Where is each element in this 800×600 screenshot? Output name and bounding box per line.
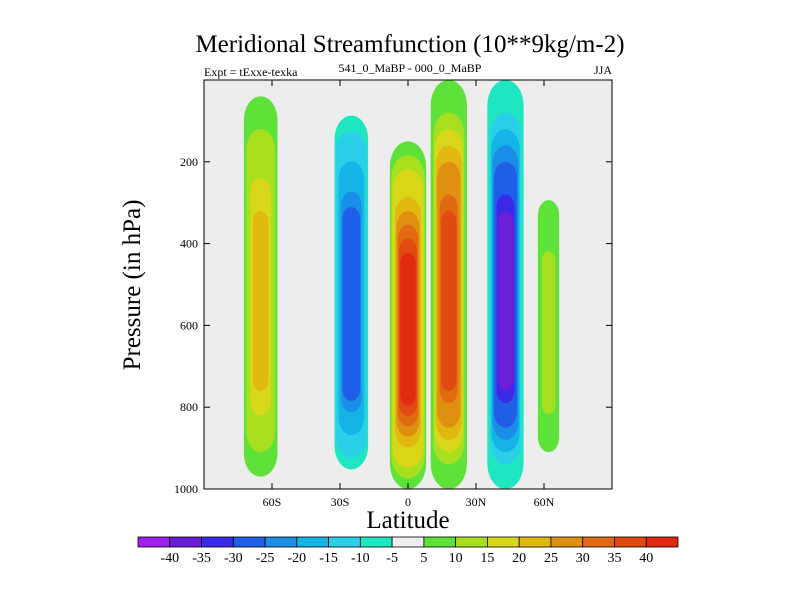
cell-southern-mid-lat-negative-cell [334, 115, 369, 470]
colorbar-box [264, 536, 298, 548]
y-axis-label: Pressure (in hPa) [119, 200, 146, 371]
colorbar: -40 -35 -30 -25 -20 -15 -10 -5 5 10 15 20 25 30 35 40 [137, 536, 679, 566]
center-string: 541_0_MaBP - 000_0_MaBP [339, 61, 482, 75]
contour-band [497, 210, 514, 391]
colorbar-box [391, 536, 425, 548]
colorbar-label: -5 [386, 551, 398, 566]
colorbar-label: 25 [544, 551, 558, 566]
colorbar-box [645, 536, 679, 548]
cell-equatorial-positive-cell [389, 141, 427, 489]
colorbar-label: -10 [351, 551, 370, 566]
colorbar-box [455, 536, 488, 548]
colorbar-box [518, 536, 552, 548]
x-tick-label: 60S [263, 495, 282, 509]
colorbar-label: -15 [319, 551, 338, 566]
colorbar-box [582, 536, 615, 548]
contour-band [441, 210, 457, 391]
colorbar-box [169, 536, 202, 548]
y-tick-label: 800 [180, 400, 198, 414]
colorbar-box [328, 536, 361, 548]
colorbar-label: 30 [576, 551, 590, 566]
x-axis: 60S 30S 0 30N 60N [263, 80, 555, 509]
colorbar-box [423, 536, 457, 548]
plot-area: 60S 30S 0 30N 60N 200 400 600 800 1000 [174, 79, 613, 509]
chart-title: Meridional Streamfunction (10**9kg/m-2) [195, 31, 624, 58]
right-string: JJA [594, 63, 612, 77]
colorbar-label: -35 [192, 551, 211, 566]
y-tick-label: 400 [180, 237, 198, 251]
x-tick-label: 60N [534, 495, 555, 509]
colorbar-box [487, 536, 520, 548]
colorbar-label: 15 [480, 551, 494, 566]
y-tick-label: 1000 [174, 482, 198, 496]
cell-northern-high-lat-positive-cell [537, 200, 560, 453]
x-tick-label: 0 [405, 495, 411, 509]
colorbar-box [137, 536, 171, 548]
colorbar-box [550, 536, 584, 548]
colorbar-label: 20 [512, 551, 526, 566]
contour-band [542, 263, 555, 405]
x-axis-label: Latitude [366, 507, 449, 534]
contour-band [343, 222, 359, 390]
colorbar-label: -25 [256, 551, 275, 566]
y-axis: 200 400 600 800 1000 [174, 155, 612, 496]
contour-fill-layer [243, 80, 560, 489]
y-tick-label: 600 [180, 318, 198, 332]
colorbar-label: -20 [287, 551, 306, 566]
colorbar-label: 40 [639, 551, 653, 566]
x-tick-label: 30N [466, 495, 487, 509]
cell-southern-high-lat-positive-cell [243, 96, 278, 477]
colorbar-label: -30 [224, 551, 243, 566]
colorbar-box [232, 536, 266, 548]
colorbar-box [614, 536, 647, 548]
colorbar-label: 10 [449, 551, 463, 566]
contour-band [253, 210, 269, 391]
x-tick-label: 30S [331, 495, 350, 509]
cell-northern-subtropical-positive-cell [430, 80, 467, 489]
colorbar-label: -40 [160, 551, 179, 566]
cell-northern-mid-lat-negative-cell [487, 80, 524, 489]
contour-band [400, 252, 416, 406]
colorbar-box [201, 536, 234, 548]
colorbar-box [296, 536, 329, 548]
colorbar-label: 5 [420, 551, 427, 566]
left-string: Expt = tExxe-texka [204, 65, 298, 79]
colorbar-box [359, 536, 393, 548]
y-tick-label: 200 [180, 155, 198, 169]
colorbar-label: 35 [607, 551, 621, 566]
